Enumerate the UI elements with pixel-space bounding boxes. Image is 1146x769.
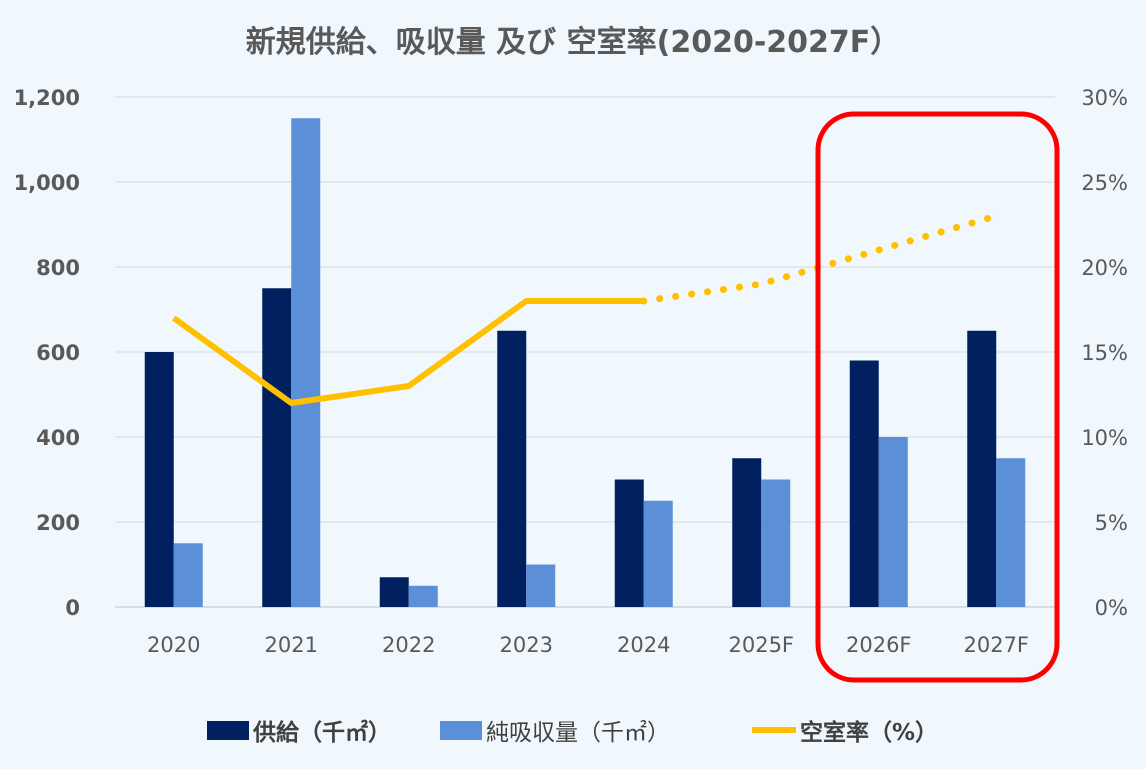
y-right-tick-label: 15% (1081, 341, 1128, 365)
y-right-tick-label: 10% (1081, 426, 1128, 450)
legend-swatch-absorption (440, 721, 482, 740)
y-right-tick-label: 20% (1081, 256, 1128, 280)
x-tick-label: 2027F (963, 633, 1029, 657)
y-axis-left: 0 200 400 600 800 1,000 1,200 (14, 86, 80, 620)
x-tick-label: 2022 (382, 633, 435, 657)
y-left-tick-label: 1,000 (14, 171, 80, 195)
chart-title: 新規供給、吸収量 及び 空室率(2020-2027F） (246, 25, 901, 60)
vacancy-point (173, 317, 175, 319)
x-tick-label: 2023 (500, 633, 553, 657)
bar-supply (849, 360, 879, 607)
y-left-tick-label: 800 (36, 256, 80, 280)
highlight-region (815, 111, 1060, 683)
x-tick-label: 2021 (265, 633, 318, 657)
legend-label-absorption: 純吸収量（千㎡） (486, 720, 670, 746)
x-tick-label: 2025F (728, 633, 794, 657)
bar-absorption (996, 458, 1026, 607)
vacancy-point (760, 283, 762, 285)
x-tick-label: 2020 (147, 633, 200, 657)
bar-absorption (878, 437, 908, 607)
y-left-tick-label: 1,200 (14, 86, 80, 110)
bar-absorption (761, 479, 791, 607)
y-right-tick-label: 30% (1081, 86, 1128, 110)
legend-label-vacancy: 空室率（%） (800, 719, 938, 746)
bar-absorption (643, 500, 673, 607)
y-right-tick-label: 5% (1095, 511, 1128, 535)
bars (144, 118, 1026, 607)
forecast-highlight-box (815, 111, 1060, 683)
bar-supply (379, 577, 409, 607)
y-left-tick-label: 400 (36, 426, 80, 450)
gridlines (115, 96, 1055, 608)
vacancy-point (290, 402, 292, 404)
vacancy-point (525, 300, 527, 302)
vacancy-point (408, 385, 410, 387)
y-left-tick-label: 0 (65, 596, 80, 620)
bar-absorption (408, 585, 438, 607)
y-right-tick-label: 25% (1081, 171, 1128, 195)
vacancy-point (643, 300, 645, 302)
legend-swatch-supply (207, 721, 249, 740)
x-tick-label: 2026F (846, 633, 912, 657)
bar-supply (732, 458, 762, 607)
bar-supply (967, 330, 997, 607)
bar-supply (497, 330, 527, 607)
legend-label-supply: 供給（千㎡） (252, 719, 391, 746)
y-left-tick-label: 200 (36, 511, 80, 535)
x-tick-label: 2024 (617, 633, 670, 657)
bar-absorption (526, 564, 556, 607)
bar-supply (614, 479, 644, 607)
y-left-tick-label: 600 (36, 341, 80, 365)
y-right-tick-label: 0% (1095, 596, 1128, 620)
vacancy-point (995, 215, 997, 217)
vacancy-point (878, 249, 880, 251)
bar-absorption (291, 118, 321, 607)
y-axis-right: 0% 5% 10% 15% 20% 25% 30% (1081, 86, 1128, 620)
bar-supply (262, 288, 292, 607)
bar-absorption (173, 543, 203, 607)
x-axis: 2020 2021 2022 2023 2024 2025F 2026F 2027F (147, 633, 1029, 657)
bar-supply (144, 352, 174, 607)
legend: 供給（千㎡） 純吸収量（千㎡） 空室率（%） (207, 719, 938, 746)
